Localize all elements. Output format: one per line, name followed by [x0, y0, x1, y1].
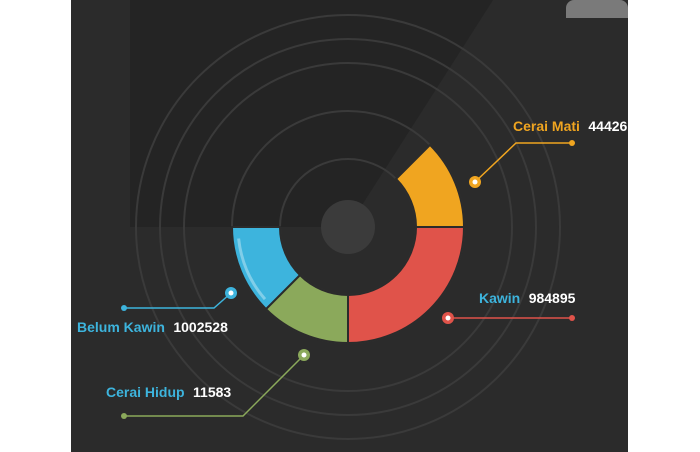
slice-cerai-mati[interactable] [394, 143, 466, 228]
label-belum-kawin-name: Belum Kawin [77, 319, 165, 335]
end-dot-belum-kawin [121, 305, 127, 311]
end-dot-cerai-hidup [121, 413, 127, 419]
label-cerai-mati-name: Cerai Mati [513, 118, 580, 134]
leader-cerai-hidup [124, 354, 305, 417]
slice-highlight [237, 238, 267, 301]
leader-belum-kawin [124, 292, 232, 309]
label-kawin-name: Kawin [479, 290, 520, 306]
label-cerai-mati-value: 44426 [588, 118, 627, 134]
leader-cerai-mati [474, 142, 572, 183]
end-dot-cerai-mati [569, 140, 575, 146]
label-cerai-hidup-value: 11583 [193, 384, 231, 400]
label-cerai-hidup: Cerai Hidup 11583 [106, 384, 231, 401]
label-kawin: Kawin 984895 [479, 290, 576, 307]
corner-tab [566, 0, 628, 18]
slice-kawin[interactable] [347, 226, 466, 345]
callout-leaders [124, 142, 572, 417]
label-cerai-mati: Cerai Mati 44426 [513, 118, 628, 135]
label-belum-kawin-value: 1002528 [173, 319, 228, 335]
label-kawin-value: 984895 [529, 290, 576, 306]
callout-markers [121, 140, 575, 419]
label-belum-kawin: Belum Kawin 1002528 [77, 319, 228, 336]
label-cerai-hidup-name: Cerai Hidup [106, 384, 185, 400]
callout-labels: Cerai Mati 44426 Kawin 984895 Belum Kawi… [77, 118, 628, 401]
slice-belum-kawin[interactable] [230, 226, 302, 311]
donut-slices [230, 143, 466, 345]
end-dot-kawin [569, 315, 575, 321]
donut-hub [321, 200, 375, 254]
